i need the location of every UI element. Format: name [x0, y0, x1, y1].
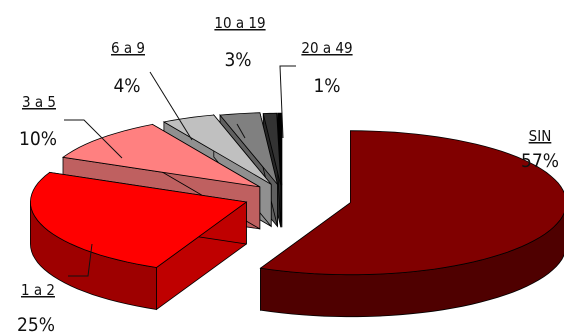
slice-top	[259, 130, 564, 276]
label-10a19: 10 a 19	[214, 14, 265, 32]
value-3a5: 10%	[19, 128, 57, 150]
label-3a5: 3 a 5	[22, 93, 56, 111]
slice-top	[61, 123, 261, 188]
leader-line-3a5	[64, 119, 123, 159]
label-sin: SIN	[529, 127, 552, 145]
slice-top	[262, 112, 282, 186]
slices-layer	[29, 112, 564, 318]
leader-line-6a9	[149, 71, 193, 141]
leader-line-10a19	[236, 123, 246, 139]
leader-line-20a49	[279, 65, 296, 139]
slice-1a2	[29, 171, 248, 311]
label-20a49: 20 a 49	[301, 39, 352, 57]
value-10a19: 3%	[224, 49, 251, 71]
labels: SIN 57% 1 a 2 25% 3 a 5 10% 6 a 9 4% 10 …	[17, 14, 559, 335]
slice-top	[162, 114, 272, 185]
value-20a49: 1%	[313, 75, 340, 97]
value-sin: 57%	[521, 150, 559, 172]
slice-sin	[259, 130, 564, 318]
value-1a2: 25%	[17, 314, 55, 335]
label-6a9: 6 a 9	[111, 39, 145, 57]
slice-top	[29, 171, 248, 268]
leader-line-1a2	[68, 243, 93, 277]
label-1a2: 1 a 2	[21, 281, 55, 299]
slice-top	[219, 112, 278, 185]
value-6a9: 4%	[113, 75, 140, 97]
leader-lines	[64, 65, 296, 277]
